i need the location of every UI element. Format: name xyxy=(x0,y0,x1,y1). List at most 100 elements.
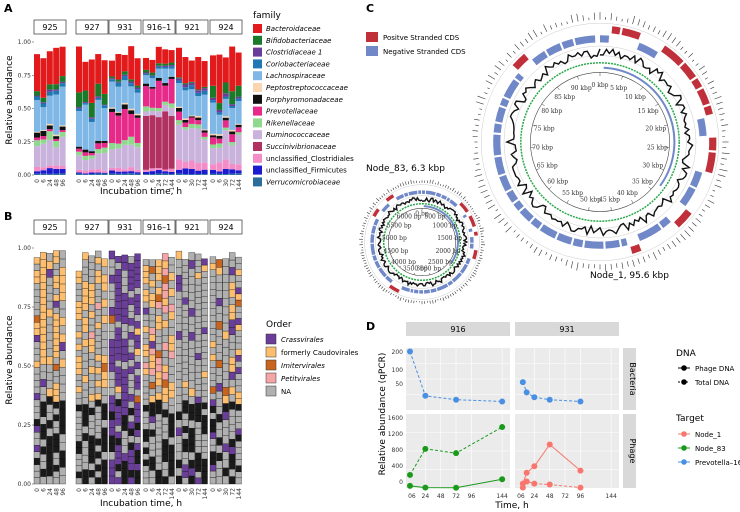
b-bar-segment xyxy=(222,306,229,316)
b-bar-segment xyxy=(209,367,217,374)
b-bar-segment xyxy=(88,387,95,395)
a-bar-segment xyxy=(59,132,66,137)
a-legend-swatch xyxy=(253,106,262,116)
b-bar-segment xyxy=(209,263,217,270)
b-bar-segment xyxy=(229,274,236,283)
b-bar-segment xyxy=(209,334,217,342)
b-bar-segment xyxy=(235,477,242,485)
a-legend-swatch xyxy=(253,142,262,151)
b-bar-segment xyxy=(75,447,83,454)
b-bar-segment xyxy=(162,409,169,418)
d-col-label: 931 xyxy=(559,325,574,334)
b-bar-segment xyxy=(128,401,135,409)
b-bar-segment xyxy=(46,316,53,326)
c-cds-positive xyxy=(472,249,478,260)
b-bar-segment xyxy=(188,404,195,413)
a-bar-segment xyxy=(115,112,122,116)
b-bar-segment xyxy=(33,257,41,265)
a-bar-segment xyxy=(216,54,223,104)
c-scale-label: 65 kbp xyxy=(537,163,558,170)
a-bar-segment xyxy=(176,83,182,107)
d-xtick-label: 72 xyxy=(561,493,569,500)
b-bar-segment xyxy=(188,467,195,477)
a-bar-segment xyxy=(162,111,169,170)
a-bar-segment xyxy=(222,117,229,121)
b-bar-segment xyxy=(59,258,66,268)
a-xtick-label: 6 xyxy=(183,179,190,183)
b-bar-segment xyxy=(88,449,95,457)
b-bar-segment xyxy=(229,334,236,343)
a-bar-segment xyxy=(59,125,66,127)
c-scale-label: 2000 bp xyxy=(436,248,461,255)
a-bar-segment xyxy=(115,173,122,175)
b-bar-segment xyxy=(195,284,202,292)
b-bar-segment xyxy=(155,462,162,471)
b-bar-segment xyxy=(201,421,208,428)
a-bar-segment xyxy=(216,162,223,172)
panel-a-letter: A xyxy=(4,2,13,15)
b-bar-segment xyxy=(95,270,102,278)
c-cds-positive xyxy=(691,78,703,90)
b-bar-segment xyxy=(195,434,202,441)
c-outer-tick xyxy=(437,181,439,186)
a-xtick-label: 144 xyxy=(169,179,176,191)
c-outer-tick xyxy=(632,259,635,267)
b-legend-swatch xyxy=(265,333,277,345)
b-bar-segment xyxy=(149,313,156,322)
b-bar-segment xyxy=(175,307,183,316)
b-bar-segment xyxy=(75,301,83,308)
a-bar-segment xyxy=(182,57,189,84)
a-bar-segment xyxy=(82,103,89,105)
b-bar-segment xyxy=(195,452,202,460)
a-legend-label: Peptostreptococcaceae xyxy=(266,84,348,92)
a-xtick-label: 30 xyxy=(223,179,230,187)
b-bar-segment xyxy=(101,339,108,348)
a-bar-segment xyxy=(53,84,60,90)
d-legend-label: Total DNA xyxy=(694,379,729,387)
b-bar-segment xyxy=(95,432,102,439)
b-bar-segment xyxy=(149,443,156,451)
c-outer-tick xyxy=(476,216,480,220)
b-bar-segment xyxy=(209,457,217,465)
c-scale-tick xyxy=(532,124,537,127)
b-bar-segment xyxy=(134,395,141,403)
c-outer-tick xyxy=(395,186,397,189)
a-bar-segment xyxy=(162,85,169,102)
c-cds-negative xyxy=(465,257,471,265)
c-outer-tick xyxy=(626,261,629,267)
b-bar-segment xyxy=(188,260,195,269)
c-outer-tick xyxy=(532,29,538,38)
b-bar-segment xyxy=(82,310,89,318)
b-bar-segment xyxy=(75,398,83,406)
b-bar-segment xyxy=(188,427,195,437)
b-bar-segment xyxy=(142,301,150,309)
b-bar-segment xyxy=(134,470,141,478)
d-point xyxy=(499,476,506,483)
c-outer-tick xyxy=(691,59,695,62)
b-bar-segment xyxy=(75,404,83,412)
a-bar-segment xyxy=(162,169,169,172)
b-bar-segment xyxy=(53,445,60,453)
b-bar-segment xyxy=(75,289,83,296)
c-outer-tick xyxy=(480,230,484,232)
a-bar-segment xyxy=(134,142,141,148)
b-bar-segment xyxy=(168,374,175,383)
b-bar-segment xyxy=(88,276,95,284)
b-bar-segment xyxy=(88,456,95,464)
a-bar-segment xyxy=(115,86,122,112)
a-bar-segment xyxy=(168,107,175,117)
c-gc-content xyxy=(505,48,694,237)
c-cds-negative xyxy=(572,238,584,248)
c-outer-tick xyxy=(462,196,466,200)
b-bar-segment xyxy=(33,425,41,433)
c-cds-negative xyxy=(449,199,458,208)
c-outer-tick xyxy=(478,257,483,259)
b-bar-segment xyxy=(33,438,41,446)
c-outer-tick xyxy=(475,267,478,270)
b-bar-segment xyxy=(222,314,229,324)
b-bar-segment xyxy=(115,392,122,400)
b-bar-segment xyxy=(75,392,83,399)
a-bar-segment xyxy=(53,147,60,166)
c-outer-tick xyxy=(387,189,390,193)
a-bar-segment xyxy=(229,104,236,107)
